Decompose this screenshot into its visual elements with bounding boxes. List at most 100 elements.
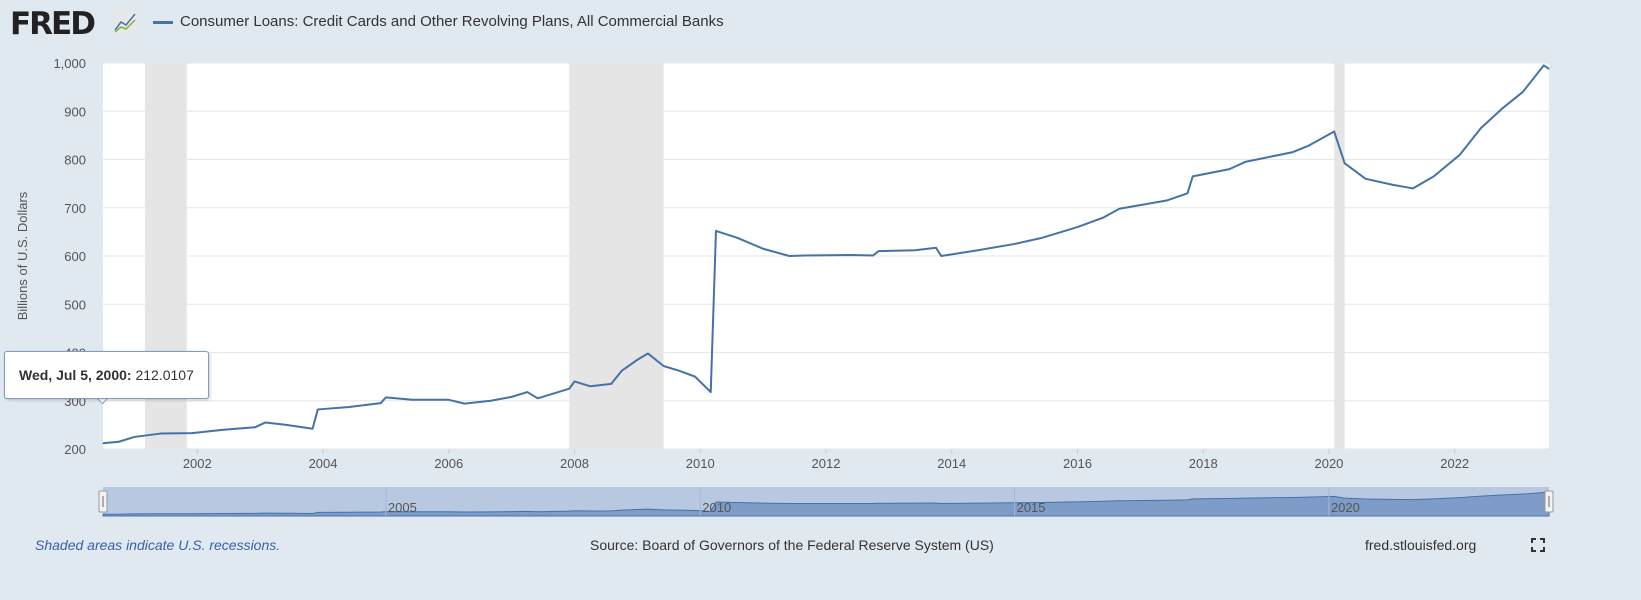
recession-note: Shaded areas indicate U.S. recessions. <box>35 537 281 553</box>
data-point <box>385 396 387 398</box>
series-line <box>102 64 1550 445</box>
chart-title: Consumer Loans: Credit Cards and Other R… <box>180 13 724 30</box>
data-point <box>935 247 937 249</box>
fred-logo[interactable]: FRED <box>10 6 96 42</box>
data-point <box>678 370 680 372</box>
navigator-tick-label: 2005 <box>388 500 417 515</box>
y-tick-label: 1,000 <box>53 56 86 71</box>
y-axis-label: Billions of U.S. Dollars <box>15 191 30 320</box>
data-point <box>1187 192 1188 194</box>
data-point <box>710 391 712 393</box>
data-point <box>568 388 570 390</box>
data-point <box>636 359 638 361</box>
data-point <box>663 365 665 367</box>
data-point <box>1103 216 1105 218</box>
data-point <box>1192 175 1194 177</box>
data-point <box>762 248 764 250</box>
data-point <box>1166 200 1168 202</box>
x-tick-label: 2018 <box>1189 456 1218 471</box>
fullscreen-icon[interactable] <box>1531 538 1545 552</box>
tooltip-value: 212.0107 <box>135 367 194 383</box>
y-tick-label: 200 <box>64 442 86 457</box>
data-point <box>851 254 853 256</box>
x-tick-label: 2020 <box>1314 456 1343 471</box>
data-point <box>1522 91 1524 93</box>
data-point <box>223 429 224 431</box>
data-point <box>511 396 513 398</box>
data-point <box>715 230 717 232</box>
data-point <box>380 402 382 404</box>
data-point <box>1118 208 1120 210</box>
line-chart-icon <box>113 10 137 34</box>
tooltip-date: Wed, Jul 5, 2000: <box>19 367 132 383</box>
navigator-series <box>102 492 1550 517</box>
data-point <box>133 436 135 438</box>
data-point <box>1365 178 1367 180</box>
data-point <box>647 352 649 354</box>
y-tick-label: 700 <box>64 201 86 216</box>
y-tick-label: 500 <box>64 297 86 312</box>
x-tick-label: 2016 <box>1063 456 1092 471</box>
tooltip: Wed, Jul 5, 2000: 212.0107 <box>4 351 209 399</box>
x-tick-label: 2010 <box>686 456 715 471</box>
data-point <box>977 249 979 251</box>
data-point <box>621 370 623 372</box>
source-text: Source: Board of Governors of the Federa… <box>590 537 994 553</box>
data-point <box>1391 184 1393 186</box>
navigator-tick-label: 2020 <box>1331 500 1360 515</box>
data-point <box>118 441 120 443</box>
data-point <box>1543 64 1545 66</box>
data-point <box>348 406 350 408</box>
data-point <box>1333 131 1335 133</box>
data-point <box>317 408 319 410</box>
y-tick-label: 900 <box>64 104 86 119</box>
data-point <box>1501 108 1503 110</box>
data-point <box>411 399 413 401</box>
data-point <box>285 424 287 426</box>
data-point <box>877 250 879 252</box>
data-point <box>526 391 528 393</box>
data-point <box>191 432 193 434</box>
y-tick-label: 800 <box>64 153 86 168</box>
data-point <box>254 426 256 428</box>
x-tick-label: 2014 <box>937 456 966 471</box>
legend-line <box>153 21 173 24</box>
data-point <box>1433 175 1435 177</box>
data-point <box>1228 168 1230 170</box>
data-point <box>872 255 874 257</box>
data-point <box>788 255 790 257</box>
data-point <box>1291 151 1293 153</box>
navigator[interactable]: 2005 2010 2015 2020 <box>98 487 1554 517</box>
data-point <box>1548 68 1550 70</box>
x-tick-label: 2022 <box>1440 456 1469 471</box>
site-link[interactable]: fred.stlouisfed.org <box>1365 537 1477 553</box>
data-point <box>610 383 612 385</box>
x-tick-label: 2002 <box>183 456 212 471</box>
navigator-tick-label: 2010 <box>702 500 731 515</box>
data-point <box>804 255 806 257</box>
data-point <box>1076 226 1078 228</box>
data-point <box>1344 162 1346 164</box>
x-tick-label: 2008 <box>560 456 589 471</box>
data-point <box>1480 127 1482 129</box>
data-point <box>537 397 539 399</box>
data-point <box>1307 145 1309 147</box>
data-point <box>102 442 104 444</box>
navigator-tick-label: 2015 <box>1017 500 1046 515</box>
data-point <box>1014 243 1016 245</box>
data-point <box>448 399 450 401</box>
y-tick-label: 600 <box>64 249 86 264</box>
data-point <box>264 421 266 423</box>
data-point <box>1244 161 1246 163</box>
data-point <box>940 255 942 257</box>
data-point <box>1040 237 1042 239</box>
data-point <box>312 428 314 430</box>
data-point <box>1412 187 1414 189</box>
data-point <box>1459 154 1461 156</box>
data-point <box>464 403 465 405</box>
data-point <box>694 376 696 378</box>
data-point <box>490 400 492 402</box>
x-tick-label: 2004 <box>309 456 338 471</box>
data-point <box>574 380 576 382</box>
